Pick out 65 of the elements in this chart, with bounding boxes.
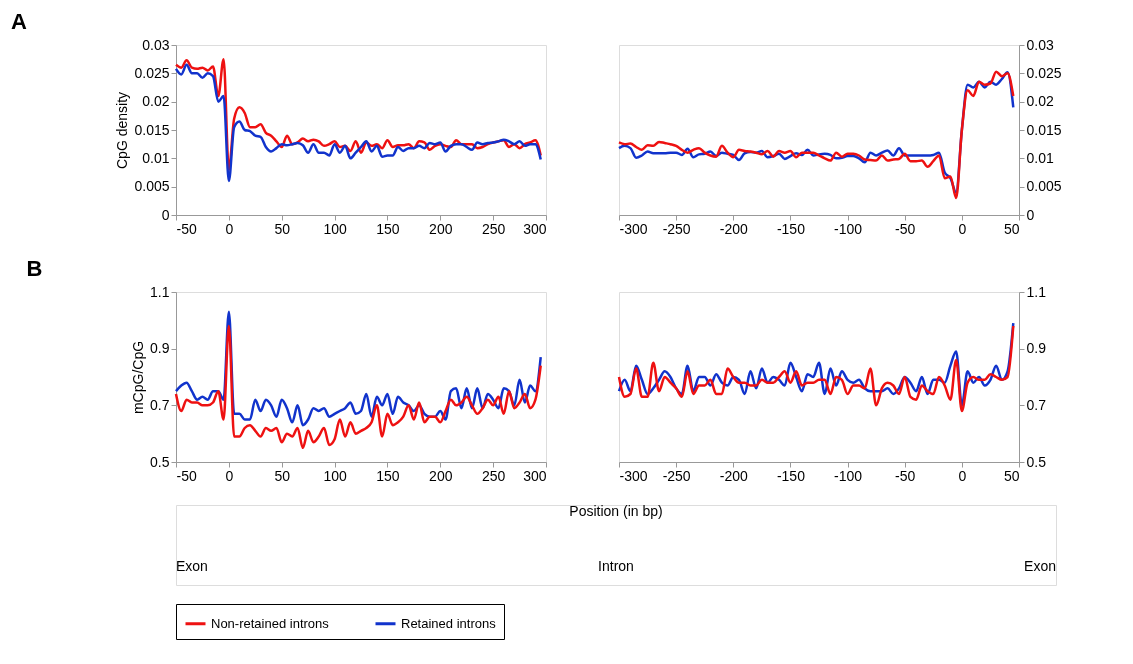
x-tick-label: -50 [176, 220, 197, 237]
y2-tick-label: 0.03 [1026, 36, 1054, 53]
x-tick-label: -50 [176, 467, 197, 484]
y2-tick-label: 0.01 [1026, 149, 1054, 166]
x-tick-label: -200 [719, 220, 748, 237]
y2-tick-label: 0.025 [1026, 64, 1062, 81]
x-tick-label: 300 [523, 220, 547, 237]
x-tick-label: -250 [662, 467, 691, 484]
y-tick-label: 0.03 [142, 36, 170, 53]
text: Position (in bp) [569, 503, 663, 519]
x-tick-label: 50 [1003, 220, 1020, 237]
y-tick-label: 0.7 [150, 396, 170, 413]
x-tick-label: 100 [323, 220, 347, 237]
chart-title: B [26, 256, 43, 281]
x-tick-label: -100 [834, 220, 863, 237]
x-tick-label: -50 [895, 220, 916, 237]
y2-tick-label: 0.7 [1026, 396, 1047, 413]
x-tick-label: -300 [619, 467, 648, 484]
x-tick-label: 200 [429, 467, 453, 484]
x-tick-label: 0 [958, 467, 967, 484]
x-tick-label: 50 [274, 467, 291, 484]
x-tick-label: 0 [225, 467, 234, 484]
text: Intron [598, 558, 634, 574]
y-tick-label: 0 [161, 206, 170, 223]
x-tick-label: 150 [376, 220, 400, 237]
x-tick-label: 300 [523, 467, 547, 484]
x-tick-label: 150 [376, 467, 400, 484]
y-axis-title: mCpG/CpG [130, 340, 147, 415]
x-tick-label: 50 [274, 220, 291, 237]
legend-label: Non-retained introns [211, 615, 330, 631]
x-tick-label: -150 [776, 467, 806, 484]
y-tick-label: 0.015 [134, 121, 170, 138]
text: Exon [1024, 558, 1056, 574]
x-tick-label: 100 [323, 467, 347, 484]
x-tick-label: -150 [776, 220, 806, 237]
y2-tick-label: 0.9 [1026, 340, 1047, 357]
y-tick-label: 1.1 [150, 283, 170, 300]
x-tick-label: -250 [662, 220, 691, 237]
y-tick-label: 0.005 [134, 178, 170, 195]
x-tick-label: 250 [481, 467, 506, 484]
y2-tick-label: 0.5 [1026, 453, 1047, 470]
y-tick-label: 0.9 [150, 340, 170, 357]
y2-tick-label: 0.02 [1026, 93, 1054, 110]
y-tick-label: 0.5 [150, 453, 170, 470]
text: Exon [176, 558, 208, 574]
y-tick-label: 0.01 [142, 149, 170, 166]
y-tick-label: 0.025 [134, 64, 170, 81]
y2-tick-label: 0 [1026, 206, 1035, 223]
x-tick-label: 50 [1003, 467, 1020, 484]
chart-title: A [10, 9, 27, 34]
line-series [174, 324, 542, 450]
x-tick-label: -50 [895, 467, 916, 484]
x-tick-label: 200 [429, 220, 453, 237]
x-tick-label: -200 [719, 467, 748, 484]
x-tick-label: -100 [834, 467, 863, 484]
y-axis-title: CpG density [114, 91, 131, 170]
x-tick-label: -300 [619, 220, 648, 237]
y-tick-label: 0.02 [142, 93, 170, 110]
y2-tick-label: 0.005 [1026, 178, 1062, 195]
y2-tick-label: 1.1 [1026, 283, 1047, 300]
x-tick-label: 0 [225, 220, 234, 237]
legend-label: Retained introns [401, 615, 497, 631]
x-tick-label: 0 [958, 220, 967, 237]
y2-tick-label: 0.015 [1026, 121, 1062, 138]
x-tick-label: 250 [481, 220, 506, 237]
